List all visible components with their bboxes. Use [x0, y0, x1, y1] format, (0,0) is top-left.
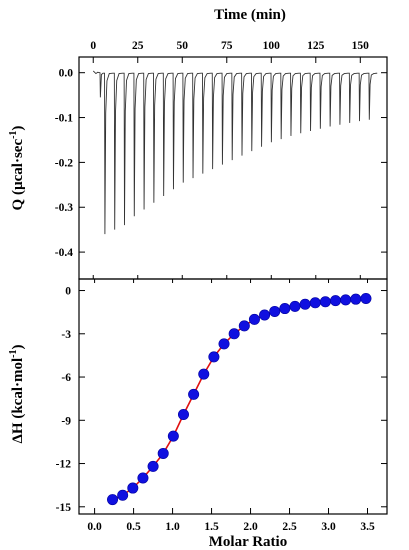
top-y-tick-label: -0.4	[55, 247, 73, 259]
data-point	[228, 328, 240, 340]
data-point	[198, 368, 210, 380]
bottom-panel: 0.0 0.5 1.0 1.5 2.0 2.5 3.0 3.5 0 -3 -6 -9 -12 -15 Mo…	[8, 278, 388, 550]
top-y-axis-title-sup: -1	[8, 131, 19, 139]
bottom-x-tick-label: 2.5	[282, 521, 297, 533]
top-y-tick-label: -0.2	[55, 157, 73, 169]
data-point	[309, 297, 321, 309]
data-point	[147, 460, 159, 472]
bottom-y-axis-title-close: )	[10, 345, 26, 350]
binding-isotherm-series	[107, 292, 372, 506]
thermogram-trace	[92, 70, 378, 235]
bottom-y-tick-label: -3	[61, 329, 71, 341]
data-point	[177, 409, 189, 421]
bottom-x-tick-label: 2.0	[243, 521, 258, 533]
top-x-tick-label: 100	[263, 40, 281, 52]
bottom-x-tick-label: 0.5	[126, 521, 141, 533]
data-point	[107, 494, 119, 506]
top-x-tick-label: 75	[221, 40, 233, 52]
top-y-axis-title-close: )	[10, 126, 26, 131]
bottom-y-axis-title-sup: -1	[8, 350, 19, 358]
data-point	[259, 309, 271, 321]
data-point	[319, 296, 331, 308]
bottom-x-tick-label: 3.0	[321, 521, 336, 533]
top-y-tick-label: 0.0	[59, 68, 74, 80]
data-point	[157, 447, 169, 459]
top-x-tick-label: 150	[352, 40, 370, 52]
bottom-x-tick-label: 3.5	[360, 521, 375, 533]
data-point	[167, 430, 179, 442]
bottom-y-tick-label: 0	[65, 286, 71, 298]
top-y-tick-label: -0.1	[55, 113, 73, 125]
data-point	[360, 292, 372, 304]
bottom-y-tick-label: -6	[61, 372, 71, 384]
thermogram-series	[92, 70, 378, 235]
bottom-panel-ticks: 0.0 0.5 1.0 1.5 2.0 2.5 3.0 3.5 0 -3 -6 -9 -12 -15	[56, 279, 387, 533]
data-point	[289, 300, 301, 312]
top-x-tick-label: 25	[132, 40, 144, 52]
top-panel: 0 25 50 75 100 125 150 0.0 -0.1 -0.2 -0.3 -0.4 Time…	[8, 7, 388, 280]
data-point	[350, 293, 362, 305]
top-y-tick-label: -0.3	[55, 202, 73, 214]
data-point	[137, 472, 149, 484]
data-point	[340, 294, 352, 306]
data-point	[117, 489, 129, 501]
bottom-x-axis-title: Molar Ratio	[209, 534, 287, 550]
top-x-tick-label: 0	[90, 40, 96, 52]
data-point	[238, 320, 250, 332]
data-point	[269, 305, 281, 317]
data-point	[218, 338, 230, 350]
data-point	[248, 313, 260, 325]
data-point	[330, 295, 342, 307]
data-point	[279, 303, 291, 315]
bottom-y-tick-label: -15	[56, 502, 72, 514]
bottom-y-tick-label: -12	[56, 459, 72, 471]
bottom-y-axis-title: ΔH (kcal·mol-1)	[8, 345, 26, 444]
bottom-panel-frame	[78, 278, 388, 515]
data-point	[208, 351, 220, 363]
bottom-x-tick-label: 1.0	[165, 521, 180, 533]
bottom-x-tick-label: 1.5	[204, 521, 219, 533]
data-point	[188, 388, 200, 400]
data-point	[299, 298, 311, 310]
top-y-axis-title: Q (µcal·sec-1)	[8, 126, 26, 211]
top-x-tick-label: 50	[177, 40, 189, 52]
top-x-tick-label: 125	[307, 40, 325, 52]
bottom-x-tick-label: 0.0	[87, 521, 102, 533]
top-x-axis-title: Time (min)	[214, 7, 286, 23]
bottom-y-axis-title-main: ΔH (kcal·mol	[10, 358, 26, 444]
bottom-y-tick-label: -9	[61, 415, 71, 427]
top-panel-ticks: 0 25 50 75 100 125 150 0.0 -0.1 -0.2 -0.3 -0.4	[55, 40, 387, 279]
top-y-axis-title-main: Q (µcal·sec	[10, 139, 26, 211]
data-point	[127, 482, 139, 494]
